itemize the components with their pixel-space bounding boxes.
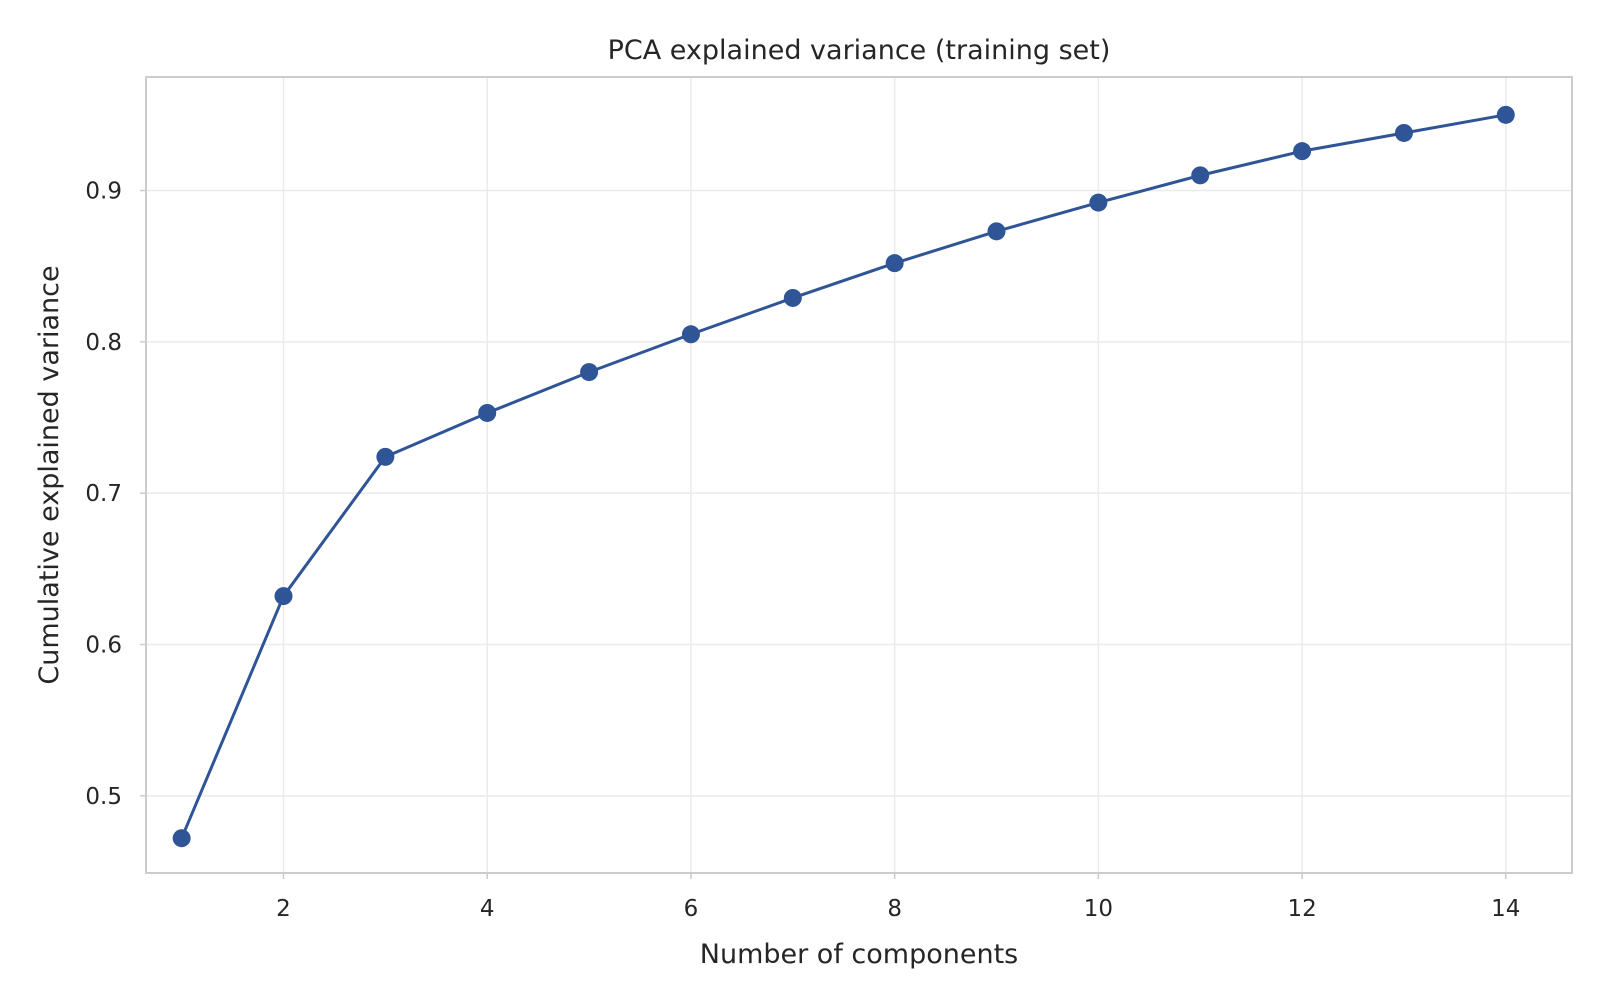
x-tick-label: 6	[684, 896, 699, 922]
y-tick-label: 0.7	[85, 481, 122, 507]
y-tick-label: 0.5	[85, 784, 122, 810]
x-tick-label: 4	[480, 896, 495, 922]
data-point	[172, 829, 191, 848]
data-point	[1191, 166, 1210, 185]
data-point	[1089, 193, 1108, 212]
x-tick-label: 14	[1491, 896, 1520, 922]
data-point	[274, 587, 293, 606]
series	[172, 105, 1515, 848]
x-tick-label: 12	[1287, 896, 1316, 922]
y-tick-label: 0.6	[85, 632, 122, 658]
data-point	[987, 222, 1006, 241]
data-point	[376, 447, 395, 466]
x-tick-label: 2	[276, 896, 291, 922]
y-axis-label: Cumulative explained variance	[34, 265, 65, 684]
y-tick-label: 0.9	[85, 178, 122, 204]
data-point	[580, 363, 599, 382]
axis-ticks: 2 4 6 8 10 12 14 0.5 0.6 0.7 0.8 0.9	[85, 178, 1520, 922]
x-tick-label: 10	[1084, 896, 1113, 922]
data-point	[681, 325, 700, 344]
data-point	[1293, 142, 1312, 161]
data-point	[478, 403, 497, 422]
data-point	[1394, 123, 1413, 142]
series-line	[180, 113, 1507, 839]
data-point	[885, 254, 904, 273]
x-tick-label: 8	[887, 896, 902, 922]
data-point	[783, 288, 802, 307]
data-point	[1496, 105, 1515, 124]
x-axis-label: Number of components	[700, 939, 1018, 970]
chart-title: PCA explained variance (training set)	[608, 35, 1111, 66]
plot-frame	[145, 76, 1573, 874]
y-tick-label: 0.8	[85, 330, 122, 356]
grid	[146, 77, 1572, 873]
